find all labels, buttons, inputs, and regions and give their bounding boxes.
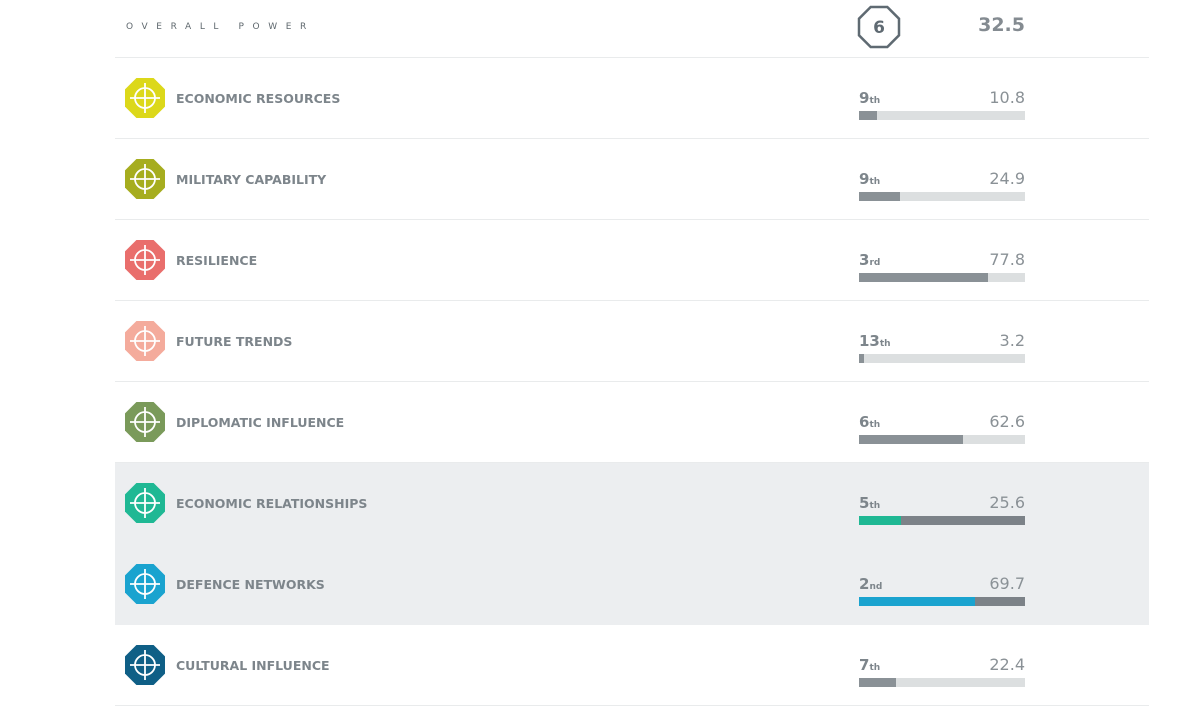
category-row: ECONOMIC RESOURCES 9th 10.8 <box>115 58 1149 139</box>
category-name: MILITARY CAPABILITY <box>176 172 327 187</box>
category-name: DIPLOMATIC INFLUENCE <box>176 415 345 430</box>
rank-number: 6 <box>859 413 870 431</box>
section-title: OVERALL POWER <box>126 22 315 32</box>
category-name: CULTURAL INFLUENCE <box>176 658 330 673</box>
rank-number: 9 <box>859 170 870 188</box>
category-rank: 3rd <box>859 251 880 269</box>
category-row: FUTURE TRENDS 13th 3.2 <box>115 301 1149 382</box>
overall-rank: 6 <box>873 18 885 38</box>
rank-suffix: th <box>869 501 881 511</box>
score-bar <box>859 273 989 282</box>
category-row: MILITARY CAPABILITY 9th 24.9 <box>115 139 1149 220</box>
category-icon <box>125 159 165 199</box>
category-name: FUTURE TRENDS <box>176 334 293 349</box>
category-rank: 6th <box>859 413 880 431</box>
rank-badge: 6 <box>857 5 901 49</box>
bar-track <box>859 111 1025 120</box>
score-bar <box>859 516 902 525</box>
category-icon <box>125 321 165 361</box>
rank-number: 3 <box>859 251 870 269</box>
category-row: DIPLOMATIC INFLUENCE 6th 62.6 <box>115 382 1149 463</box>
category-rank: 9th <box>859 170 880 188</box>
category-rank: 7th <box>859 656 880 674</box>
rank-suffix: th <box>869 177 881 187</box>
score-bar <box>859 435 963 444</box>
category-name: RESILIENCE <box>176 253 258 268</box>
score-bar <box>859 678 897 687</box>
category-score: 25.6 <box>989 493 1025 512</box>
bar-track <box>859 354 1025 363</box>
score-bar <box>859 192 901 201</box>
category-rank: 2nd <box>859 575 882 593</box>
category-icon <box>125 645 165 685</box>
category-rank: 9th <box>859 89 880 107</box>
category-name: ECONOMIC RELATIONSHIPS <box>176 496 368 511</box>
score-bar <box>859 111 877 120</box>
bar-track <box>859 678 1025 687</box>
score-bar <box>859 597 975 606</box>
category-score: 69.7 <box>989 574 1025 593</box>
badge-octagon <box>857 5 901 49</box>
category-row: RESILIENCE 3rd 77.8 <box>115 220 1149 301</box>
rank-number: 7 <box>859 656 870 674</box>
category-rank: 5th <box>859 494 880 512</box>
rank-suffix: th <box>869 663 881 673</box>
rank-number: 5 <box>859 494 870 512</box>
rank-number: 9 <box>859 89 870 107</box>
category-score: 77.8 <box>989 250 1025 269</box>
category-icon <box>125 78 165 118</box>
bar-track <box>859 597 1025 606</box>
rank-suffix: th <box>869 420 881 430</box>
rank-suffix: th <box>869 96 881 106</box>
rank-suffix: nd <box>869 582 883 592</box>
category-icon <box>125 483 165 523</box>
rank-suffix: rd <box>869 258 881 268</box>
category-row: CULTURAL INFLUENCE 7th 22.4 <box>115 625 1149 706</box>
category-name: ECONOMIC RESOURCES <box>176 91 341 106</box>
category-row: ECONOMIC RELATIONSHIPS 5th 25.6 <box>115 463 1149 544</box>
category-score: 62.6 <box>989 412 1025 431</box>
bar-track <box>859 192 1025 201</box>
rank-number: 13 <box>859 332 880 350</box>
category-rank: 13th <box>859 332 891 350</box>
category-score: 22.4 <box>989 655 1025 674</box>
bar-track <box>859 516 1025 525</box>
category-score: 3.2 <box>999 331 1025 350</box>
category-name: DEFENCE NETWORKS <box>176 577 325 592</box>
category-score: 10.8 <box>989 88 1025 107</box>
bar-track <box>859 273 1025 282</box>
score-bar <box>859 354 865 363</box>
category-icon <box>125 240 165 280</box>
category-score: 24.9 <box>989 169 1025 188</box>
category-icon <box>125 564 165 604</box>
header-divider <box>115 0 1149 58</box>
bar-track <box>859 435 1025 444</box>
rank-suffix: th <box>879 339 891 349</box>
category-row: DEFENCE NETWORKS 2nd 69.7 <box>115 544 1149 625</box>
rank-number: 2 <box>859 575 870 593</box>
overall-score: 32.5 <box>978 14 1025 36</box>
category-icon <box>125 402 165 442</box>
